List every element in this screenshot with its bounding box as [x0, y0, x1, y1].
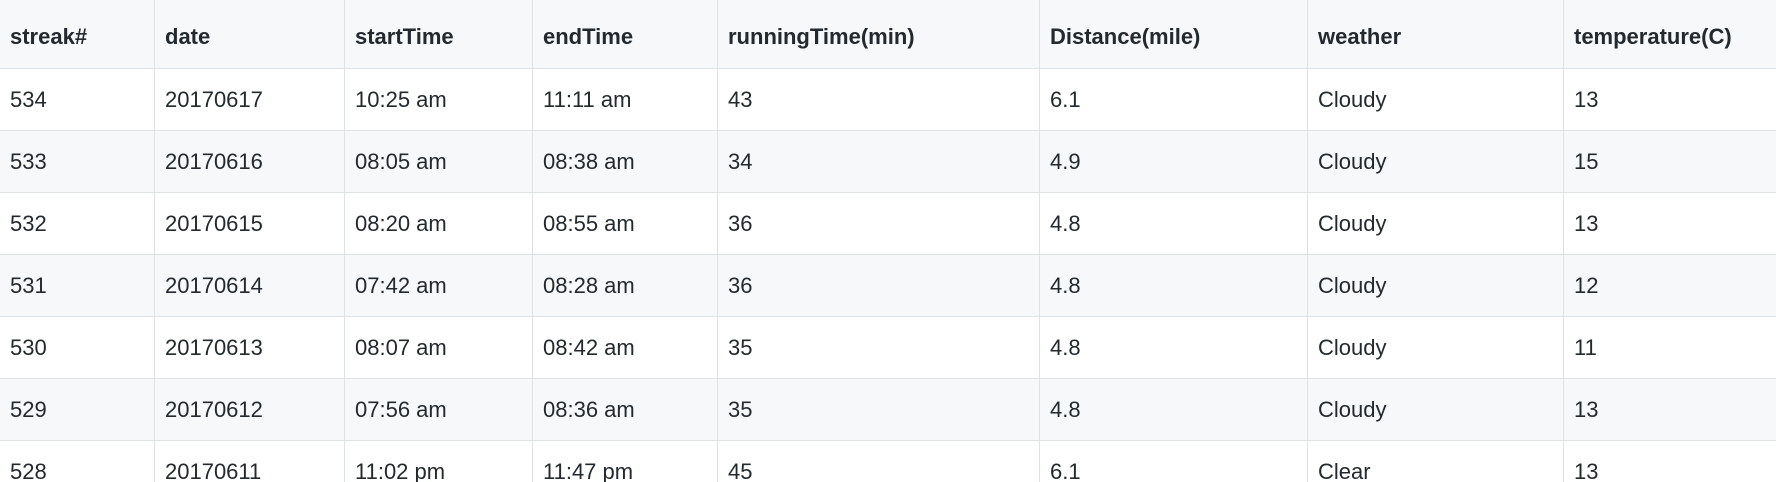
- cell-running-time: 35: [717, 378, 1040, 441]
- cell-weather: Cloudy: [1307, 68, 1564, 131]
- cell-streak: 533: [0, 130, 155, 193]
- cell-end-time: 08:28 am: [532, 254, 718, 317]
- column-header-start-time: startTime: [344, 0, 533, 69]
- cell-weather: Cloudy: [1307, 130, 1564, 193]
- cell-streak: 529: [0, 378, 155, 441]
- column-header-date: date: [154, 0, 345, 69]
- cell-start-time: 11:02 pm: [344, 440, 533, 482]
- cell-weather: Clear: [1307, 440, 1564, 482]
- cell-weather: Cloudy: [1307, 316, 1564, 379]
- column-header-end-time: endTime: [532, 0, 718, 69]
- column-header-temperature: temperature(C): [1563, 0, 1776, 69]
- cell-distance: 4.8: [1039, 378, 1308, 441]
- cell-distance: 4.8: [1039, 192, 1308, 255]
- cell-end-time: 08:36 am: [532, 378, 718, 441]
- cell-temperature: 13: [1563, 68, 1776, 131]
- cell-temperature: 13: [1563, 192, 1776, 255]
- cell-weather: Cloudy: [1307, 254, 1564, 317]
- cell-streak: 531: [0, 254, 155, 317]
- cell-date: 20170615: [154, 192, 345, 255]
- cell-end-time: 08:38 am: [532, 130, 718, 193]
- table-row: 534 20170617 10:25 am 11:11 am 43 6.1 Cl…: [0, 68, 1776, 131]
- cell-running-time: 36: [717, 254, 1040, 317]
- cell-end-time: 08:42 am: [532, 316, 718, 379]
- cell-date: 20170616: [154, 130, 345, 193]
- header-row: streak# date startTime endTime runningTi…: [0, 0, 1776, 69]
- cell-running-time: 34: [717, 130, 1040, 193]
- cell-distance: 6.1: [1039, 440, 1308, 482]
- cell-date: 20170613: [154, 316, 345, 379]
- column-header-streak: streak#: [0, 0, 155, 69]
- cell-temperature: 15: [1563, 130, 1776, 193]
- cell-temperature: 13: [1563, 440, 1776, 482]
- cell-end-time: 08:55 am: [532, 192, 718, 255]
- cell-weather: Cloudy: [1307, 192, 1564, 255]
- cell-start-time: 07:56 am: [344, 378, 533, 441]
- cell-running-time: 36: [717, 192, 1040, 255]
- cell-date: 20170611: [154, 440, 345, 482]
- cell-date: 20170614: [154, 254, 345, 317]
- cell-start-time: 08:07 am: [344, 316, 533, 379]
- cell-distance: 6.1: [1039, 68, 1308, 131]
- table-row: 529 20170612 07:56 am 08:36 am 35 4.8 Cl…: [0, 378, 1776, 441]
- cell-distance: 4.8: [1039, 254, 1308, 317]
- cell-temperature: 12: [1563, 254, 1776, 317]
- table-row: 533 20170616 08:05 am 08:38 am 34 4.9 Cl…: [0, 130, 1776, 193]
- cell-distance: 4.9: [1039, 130, 1308, 193]
- cell-distance: 4.8: [1039, 316, 1308, 379]
- cell-streak: 530: [0, 316, 155, 379]
- table-row: 532 20170615 08:20 am 08:55 am 36 4.8 Cl…: [0, 192, 1776, 255]
- cell-date: 20170612: [154, 378, 345, 441]
- table-body: 534 20170617 10:25 am 11:11 am 43 6.1 Cl…: [0, 68, 1776, 482]
- cell-end-time: 11:47 pm: [532, 440, 718, 482]
- cell-streak: 528: [0, 440, 155, 482]
- table-row: 528 20170611 11:02 pm 11:47 pm 45 6.1 Cl…: [0, 440, 1776, 482]
- cell-start-time: 08:05 am: [344, 130, 533, 193]
- cell-temperature: 11: [1563, 316, 1776, 379]
- table-row: 530 20170613 08:07 am 08:42 am 35 4.8 Cl…: [0, 316, 1776, 379]
- table-row: 531 20170614 07:42 am 08:28 am 36 4.8 Cl…: [0, 254, 1776, 317]
- cell-start-time: 08:20 am: [344, 192, 533, 255]
- cell-weather: Cloudy: [1307, 378, 1564, 441]
- cell-running-time: 45: [717, 440, 1040, 482]
- cell-streak: 534: [0, 68, 155, 131]
- column-header-running-time: runningTime(min): [717, 0, 1040, 69]
- table-header: streak# date startTime endTime runningTi…: [0, 0, 1776, 69]
- cell-running-time: 35: [717, 316, 1040, 379]
- cell-start-time: 07:42 am: [344, 254, 533, 317]
- cell-streak: 532: [0, 192, 155, 255]
- column-header-distance: Distance(mile): [1039, 0, 1308, 69]
- cell-running-time: 43: [717, 68, 1040, 131]
- cell-temperature: 13: [1563, 378, 1776, 441]
- cell-start-time: 10:25 am: [344, 68, 533, 131]
- cell-end-time: 11:11 am: [532, 68, 718, 131]
- cell-date: 20170617: [154, 68, 345, 131]
- column-header-weather: weather: [1307, 0, 1564, 69]
